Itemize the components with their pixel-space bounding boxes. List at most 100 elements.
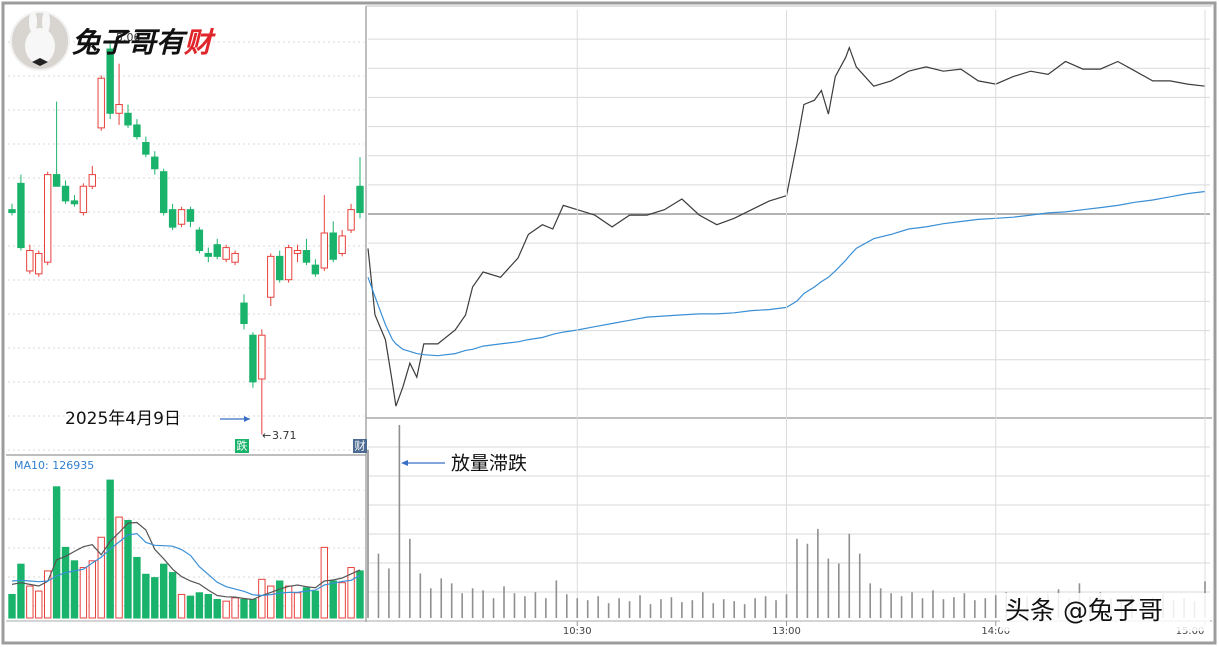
volume-bar xyxy=(195,592,204,619)
volume-bar xyxy=(691,600,694,618)
volume-bar xyxy=(597,596,599,618)
arrow-glyph: ← xyxy=(262,429,271,442)
volume-bar xyxy=(858,553,861,618)
volume-bar xyxy=(775,600,777,618)
candle-body xyxy=(52,174,61,187)
candle-body xyxy=(124,112,132,126)
volume-bar xyxy=(249,599,257,619)
volume-bar xyxy=(545,598,547,618)
volume-bar xyxy=(817,528,819,618)
volume-bar xyxy=(722,599,725,618)
volume-bar xyxy=(168,572,177,619)
candle-body xyxy=(70,200,79,205)
candle-body xyxy=(284,247,293,281)
candle-body xyxy=(320,232,329,269)
volume-bar xyxy=(461,593,463,618)
candle-body xyxy=(204,252,213,257)
volume-bar xyxy=(347,567,355,619)
x-tick-label: 14:00 xyxy=(981,626,1010,637)
volume-bar xyxy=(733,601,735,618)
candle-body xyxy=(142,141,150,155)
candle-body xyxy=(151,156,159,170)
volume-bar xyxy=(79,567,88,619)
candle-body xyxy=(329,232,337,260)
volume-bar xyxy=(649,604,652,618)
volume-bar xyxy=(879,588,882,618)
low-label: 3.71 xyxy=(272,429,297,442)
volume-bar xyxy=(186,595,195,619)
volume-bar xyxy=(806,543,809,618)
volume-bar xyxy=(482,590,484,618)
watermark: 头条 @兔子哥 xyxy=(1005,596,1163,625)
volume-bar xyxy=(35,590,43,619)
x-tick-label: 15:00 xyxy=(1176,626,1205,637)
drop-marker: 跌 xyxy=(237,439,248,453)
candle-body xyxy=(267,255,275,298)
volume-bar xyxy=(921,598,924,618)
volume-bar xyxy=(576,598,579,618)
volume-bar xyxy=(231,597,239,619)
logo-rabbit-ear xyxy=(29,11,37,33)
volume-bar xyxy=(900,596,903,618)
volume-bar xyxy=(142,573,150,619)
volume-bar xyxy=(88,560,97,619)
volume-bar xyxy=(222,600,230,619)
candle-body xyxy=(106,48,114,114)
candle-body xyxy=(168,209,177,228)
logo-main: 兔子哥有 xyxy=(72,26,188,59)
volume-bar xyxy=(639,595,641,618)
volume-bar xyxy=(712,603,715,618)
volume-bar xyxy=(628,601,631,618)
moving-average xyxy=(11,521,361,601)
volume-bar xyxy=(534,592,537,618)
candle-body xyxy=(43,174,52,263)
volume-bar xyxy=(97,536,105,619)
volume-bar xyxy=(388,568,390,618)
price-line xyxy=(367,45,1206,407)
volume-arrow-head xyxy=(401,460,408,466)
candle-body xyxy=(88,174,97,187)
x-tick-label: 10:30 xyxy=(563,626,592,637)
volume-annotation: 放量滞跌 xyxy=(451,453,527,475)
volume-bar xyxy=(429,588,432,618)
volume-bar xyxy=(440,578,443,618)
plot-layer: 10:30 13:00 14:00 15:00 xyxy=(8,10,1210,637)
logo-accent: 财 xyxy=(183,26,216,59)
marker-box xyxy=(353,439,367,453)
volume-bar xyxy=(8,593,16,619)
volume-bar xyxy=(338,582,346,619)
volume-bar xyxy=(151,577,159,619)
logo-bowtie xyxy=(32,58,48,66)
volume-bar xyxy=(565,594,568,618)
watermark-bg xyxy=(1000,593,1210,631)
volume-bar xyxy=(503,586,505,618)
volume-bar xyxy=(70,560,79,619)
volume-bar xyxy=(974,600,976,618)
volume-bar xyxy=(994,595,997,618)
volume-bar xyxy=(754,598,756,618)
marker-box xyxy=(235,439,249,453)
candle-body xyxy=(79,185,88,214)
high-label: 5.06 xyxy=(116,31,141,44)
volume-bar xyxy=(26,585,34,619)
candle-body xyxy=(311,264,320,275)
candle-body xyxy=(258,334,266,380)
volume-bar xyxy=(785,594,788,618)
volume-bar xyxy=(124,519,132,619)
candle-body xyxy=(347,209,355,231)
candle-body xyxy=(26,250,34,272)
candle-body xyxy=(195,229,204,252)
volume-bar xyxy=(670,597,673,618)
volume-bar xyxy=(240,599,248,619)
volume-bar xyxy=(890,593,892,618)
volume-bar xyxy=(492,598,495,618)
x-tick-label: 13:00 xyxy=(772,626,801,637)
volume-bar xyxy=(618,598,620,618)
volume-bar xyxy=(911,592,913,618)
volume-bar xyxy=(159,563,168,619)
moving-average xyxy=(11,532,361,597)
volume-bar xyxy=(398,424,401,618)
volume-bar xyxy=(681,602,683,618)
